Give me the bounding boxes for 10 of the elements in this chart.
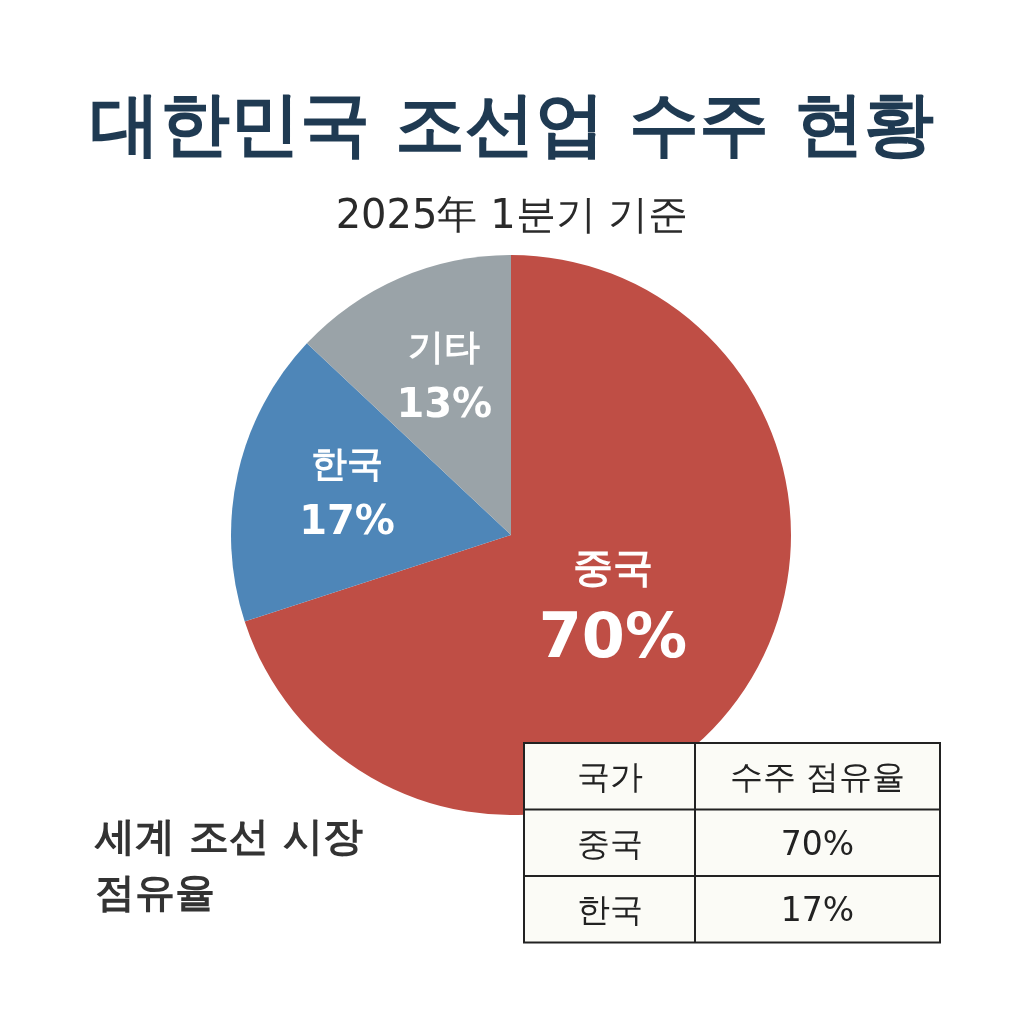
chart-subtitle: 2025年 1분기 기준 xyxy=(335,191,689,237)
slice-label: 기타 xyxy=(408,325,481,367)
slice-label: 중국 xyxy=(572,544,653,591)
share-table: 국가 수주 점유율 중국 70% 한국 17% xyxy=(523,742,941,944)
data-label: 13% xyxy=(396,379,493,426)
data-label: 70% xyxy=(538,599,688,673)
chart-title: 대한민국 조선업 수주 현황 xyxy=(90,83,934,165)
data-label: 17% xyxy=(299,497,395,544)
text: 세계 조선 시장 점유율 xyxy=(94,813,363,915)
slice-label: 한국 xyxy=(311,443,384,485)
